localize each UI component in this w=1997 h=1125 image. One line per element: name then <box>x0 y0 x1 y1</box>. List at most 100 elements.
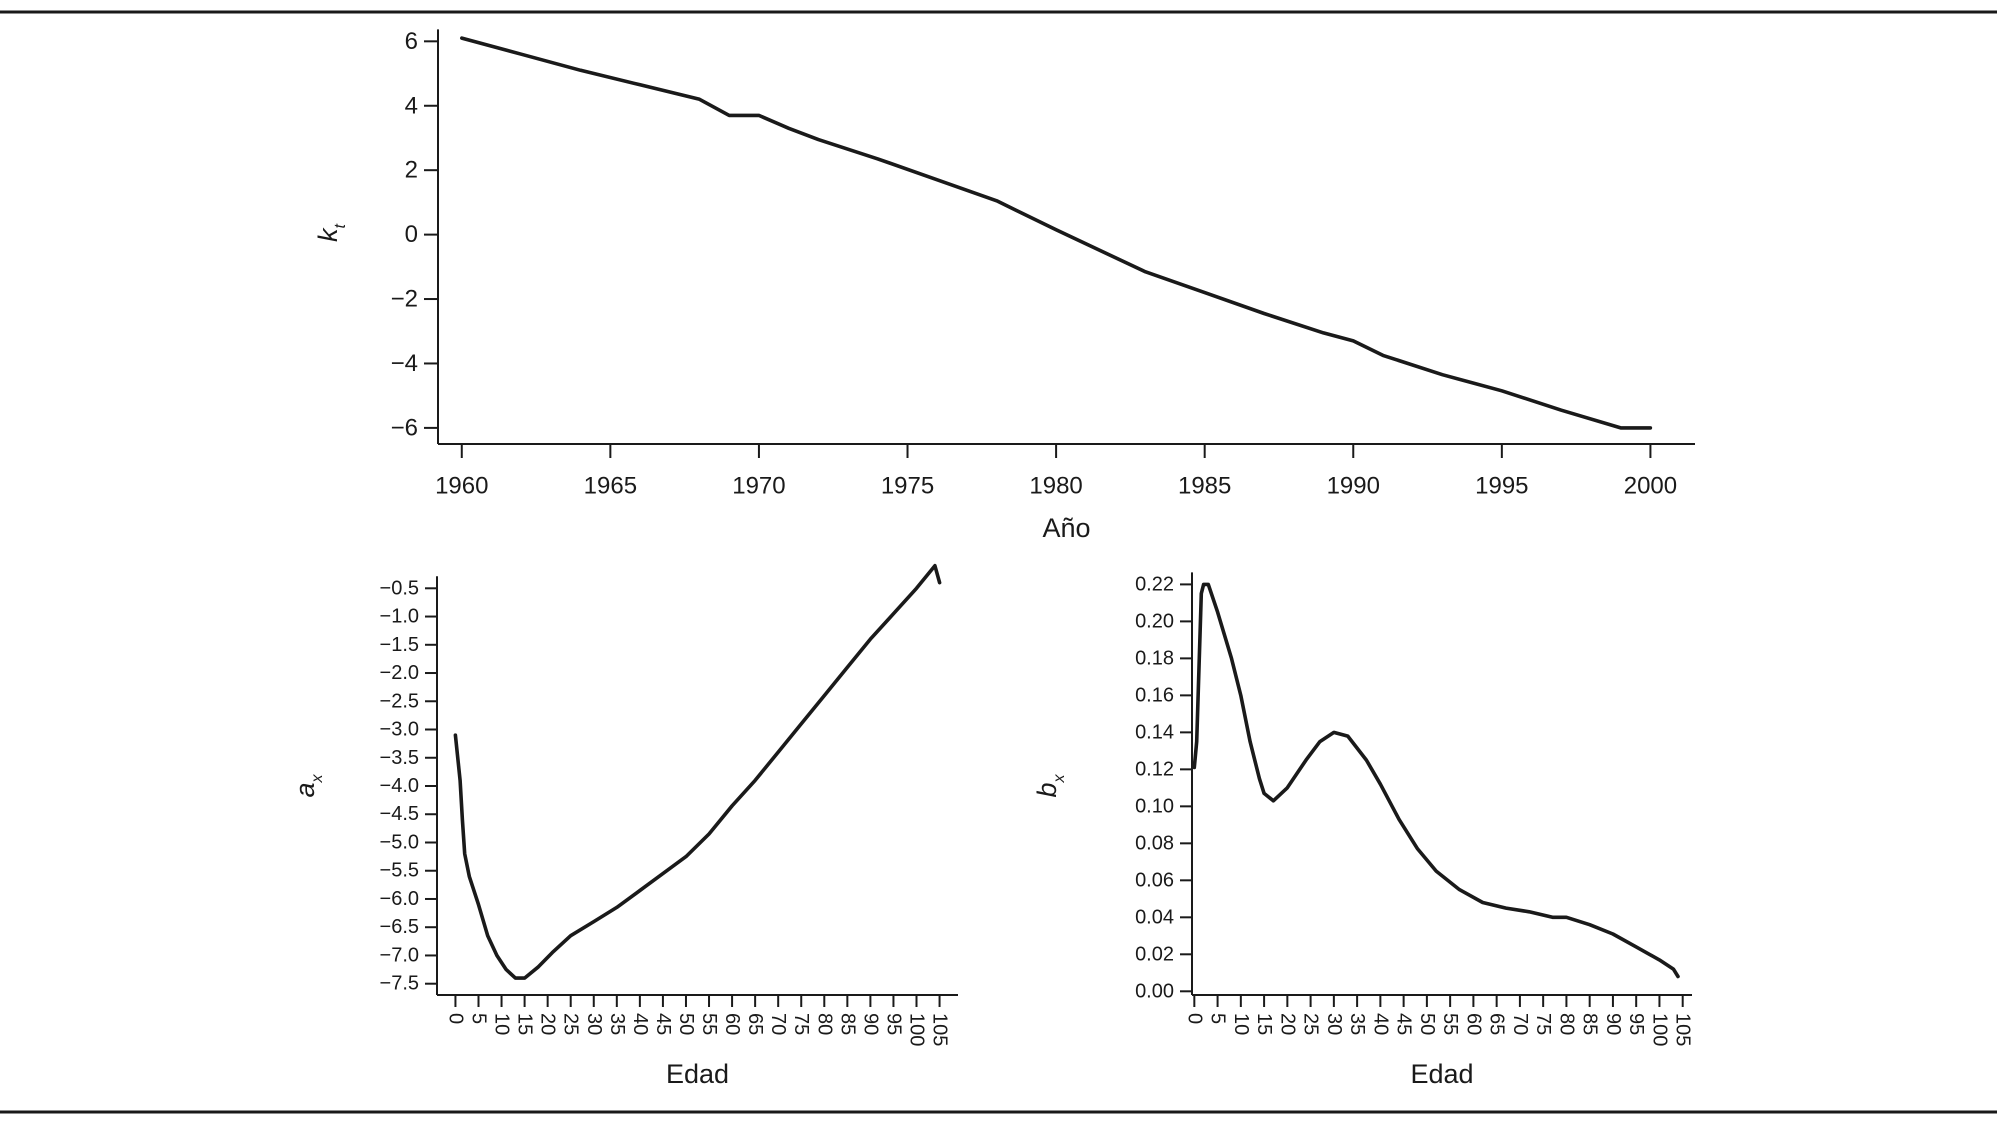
bx-chart: 0.22 0.20 0.18 0.16 0.14 0.12 0.10 0.08 0.06 0.04… <box>1032 572 1694 1089</box>
x-tick-label: 55 <box>1439 1013 1461 1035</box>
x-tick-label: 0 <box>1183 1013 1205 1024</box>
x-tick-label: 85 <box>1579 1013 1601 1035</box>
y-tick-label: 0.14 <box>1135 721 1174 743</box>
y-tick-label: 0.12 <box>1135 758 1174 780</box>
x-tick-label: 20 <box>537 1013 559 1035</box>
x-tick-label: 25 <box>1300 1013 1322 1035</box>
x-tick-label: 60 <box>721 1013 743 1035</box>
y-tick-label: 0.20 <box>1135 610 1174 632</box>
x-tick-label: 45 <box>1393 1013 1415 1035</box>
y-tick-label: −6 <box>391 414 418 441</box>
x-tick-label: 20 <box>1276 1013 1298 1035</box>
x-tick-label: 95 <box>1625 1013 1647 1035</box>
series-line <box>1192 582 1680 979</box>
y-tick-label: −0.5 <box>380 577 419 599</box>
x-tick-label: 5 <box>1207 1013 1229 1024</box>
x-tick-label: 30 <box>583 1013 605 1035</box>
x-tick-label: 100 <box>1648 1013 1670 1046</box>
y-tick-label: −7.5 <box>380 973 419 995</box>
y-tick-label: −7.0 <box>380 944 419 966</box>
y-tick-label: −4 <box>391 350 418 377</box>
x-tick-label: 30 <box>1323 1013 1345 1035</box>
x-axis-title: Año <box>1042 513 1090 543</box>
y-tick-label: −4.0 <box>380 775 419 797</box>
y-tick-label: 0.16 <box>1135 684 1174 706</box>
y-tick-label: −3.0 <box>380 719 419 741</box>
x-axis-title: Edad <box>666 1059 729 1089</box>
x-axis-title: Edad <box>1410 1059 1473 1089</box>
y-tick-label: −6.0 <box>380 888 419 910</box>
x-tick-label: 70 <box>1509 1013 1531 1035</box>
x-tick-label: 55 <box>698 1013 720 1035</box>
x-tick-label: 1995 <box>1475 473 1528 500</box>
y-axis-title-subscript: t <box>332 223 349 228</box>
y-axis-title-subscript: x <box>1051 773 1068 783</box>
x-tick-label: 40 <box>1369 1013 1391 1035</box>
y-tick-label: −2.0 <box>380 662 419 684</box>
x-tick-label: 1990 <box>1327 473 1380 500</box>
x-tick-label: 90 <box>859 1013 881 1035</box>
y-tick-label: 0.06 <box>1135 869 1174 891</box>
y-tick-label: −4.5 <box>380 803 419 825</box>
y-tick-label: 0 <box>405 221 418 248</box>
x-tick-label: 1985 <box>1178 473 1231 500</box>
x-tick-label: 1975 <box>881 473 934 500</box>
x-tick-label: 105 <box>1672 1013 1694 1046</box>
y-axis-title-main: k <box>313 227 343 242</box>
x-tick-label: 60 <box>1462 1013 1484 1035</box>
y-tick-label: 4 <box>405 92 418 119</box>
ax-chart: −0.5 −1.0 −1.5 −2.0 −2.5 −3.0 −3.5 −4.0 −4.5 −5.0… <box>290 563 958 1089</box>
kt-chart: 6 4 2 0 −2 −4 −6 1960 1965 1970 1975 1980 1985 1990 19… <box>313 28 1695 543</box>
x-tick-label: 85 <box>836 1013 858 1035</box>
x-tick-label: 15 <box>1253 1013 1275 1035</box>
x-tick-label: 105 <box>929 1013 951 1046</box>
y-tick-label: 0.08 <box>1135 832 1174 854</box>
x-tick-label: 35 <box>1346 1013 1368 1035</box>
x-tick-label: 1980 <box>1029 473 1082 500</box>
x-tick-label: 1965 <box>584 473 637 500</box>
y-axis-title: bx <box>1032 773 1068 797</box>
x-tick-label: 15 <box>514 1013 536 1035</box>
x-tick-label: 2000 <box>1624 473 1677 500</box>
x-tick-label: 5 <box>467 1013 489 1024</box>
x-tick-label: 35 <box>606 1013 628 1035</box>
x-tick-label: 10 <box>491 1013 513 1035</box>
x-tick-label: 70 <box>767 1013 789 1035</box>
x-tick-label: 1970 <box>732 473 785 500</box>
y-tick-label: 2 <box>405 157 418 184</box>
y-tick-label: 6 <box>405 28 418 55</box>
x-tick-label: 40 <box>629 1013 651 1035</box>
x-tick-label: 65 <box>744 1013 766 1035</box>
x-tick-label: 50 <box>675 1013 697 1035</box>
x-tick-label: 1960 <box>435 473 488 500</box>
x-tick-label: 45 <box>652 1013 674 1035</box>
x-tick-label: 80 <box>813 1013 835 1035</box>
x-tick-label: 100 <box>906 1013 928 1046</box>
x-tick-label: 75 <box>1532 1013 1554 1035</box>
y-tick-label: −1.0 <box>380 606 419 628</box>
y-tick-label: 0.04 <box>1135 906 1174 928</box>
y-axis-title: ax <box>290 773 326 797</box>
y-tick-label: −6.5 <box>380 916 419 938</box>
y-tick-label: −2.5 <box>380 690 419 712</box>
series-line <box>453 563 942 980</box>
x-tick-label: 90 <box>1602 1013 1624 1035</box>
y-tick-label: 0.18 <box>1135 647 1174 669</box>
x-tick-label: 10 <box>1230 1013 1252 1035</box>
x-tick-label: 75 <box>790 1013 812 1035</box>
y-axis-title-main: b <box>1032 782 1062 797</box>
y-tick-label: 0.02 <box>1135 943 1174 965</box>
x-tick-label: 25 <box>560 1013 582 1035</box>
y-tick-label: −5.5 <box>380 860 419 882</box>
y-tick-label: −1.5 <box>380 634 419 656</box>
y-tick-label: 0.00 <box>1135 980 1174 1002</box>
x-tick-label: 0 <box>444 1013 466 1024</box>
x-tick-label: 50 <box>1416 1013 1438 1035</box>
y-tick-label: 0.22 <box>1135 573 1174 595</box>
y-tick-label: −5.0 <box>380 831 419 853</box>
y-tick-label: 0.10 <box>1135 795 1174 817</box>
y-axis-title-main: a <box>290 782 320 797</box>
y-axis-title-subscript: x <box>309 773 326 783</box>
x-tick-label: 80 <box>1555 1013 1577 1035</box>
